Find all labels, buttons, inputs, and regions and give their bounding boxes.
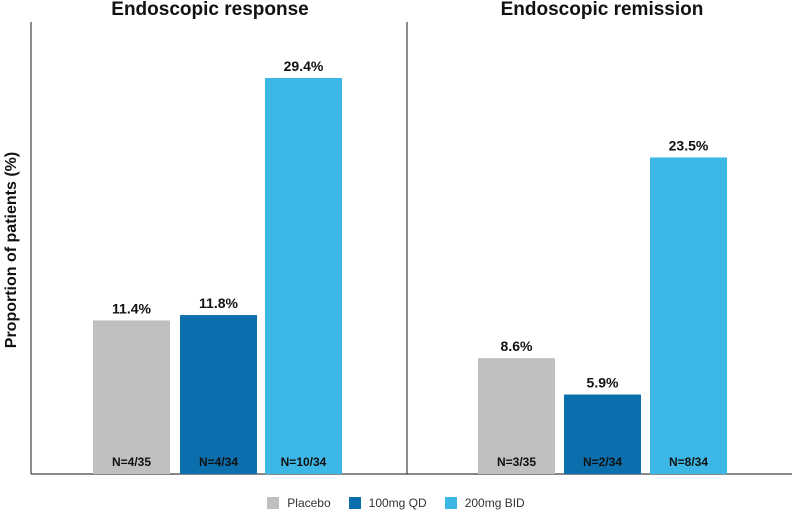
y-axis-label: Proportion of patients (%) — [3, 152, 20, 348]
legend-item-200mg: 200mg BID — [444, 496, 525, 510]
n-label-remission-200mg: N=8/34 — [669, 455, 708, 469]
panel-title-response: Endoscopic response — [111, 0, 308, 20]
legend-swatch-200mg — [444, 497, 457, 509]
bars-group: 11.4% N=4/35 11.8% N=4/34 29.4% N=10/34 8.6% N=… — [93, 58, 727, 475]
legend-swatch-placebo — [267, 497, 280, 509]
legend: Placebo 100mg QD 200mg BID — [0, 496, 792, 510]
n-label-response-100mg: N=4/34 — [199, 455, 238, 469]
value-label-remission-placebo: 8.6% — [501, 338, 533, 354]
bar-remission-placebo — [478, 358, 555, 474]
n-label-response-200mg: N=10/34 — [281, 455, 327, 469]
panel-title-remission: Endoscopic remission — [501, 0, 704, 20]
n-label-response-placebo: N=4/35 — [112, 455, 151, 469]
n-label-remission-100mg: N=2/34 — [583, 455, 622, 469]
legend-label-200mg: 200mg BID — [464, 496, 525, 510]
legend-label-100mg: 100mg QD — [368, 496, 427, 510]
value-label-response-100mg: 11.8% — [199, 295, 238, 311]
legend-item-placebo: Placebo — [267, 496, 331, 510]
n-label-remission-placebo: N=3/35 — [497, 455, 536, 469]
bar-response-100mg — [180, 315, 257, 474]
value-label-response-200mg: 29.4% — [284, 58, 324, 74]
bar-remission-200mg — [650, 157, 727, 474]
bar-remission-100mg — [564, 394, 641, 474]
legend-item-100mg: 100mg QD — [348, 496, 427, 510]
bar-response-placebo — [93, 320, 170, 474]
legend-swatch-100mg — [348, 497, 361, 509]
legend-label-placebo: Placebo — [287, 496, 331, 510]
bar-response-200mg — [265, 77, 342, 475]
value-label-response-placebo: 11.4% — [112, 300, 151, 316]
value-label-remission-200mg: 23.5% — [669, 137, 709, 153]
value-label-remission-100mg: 5.9% — [587, 375, 619, 391]
